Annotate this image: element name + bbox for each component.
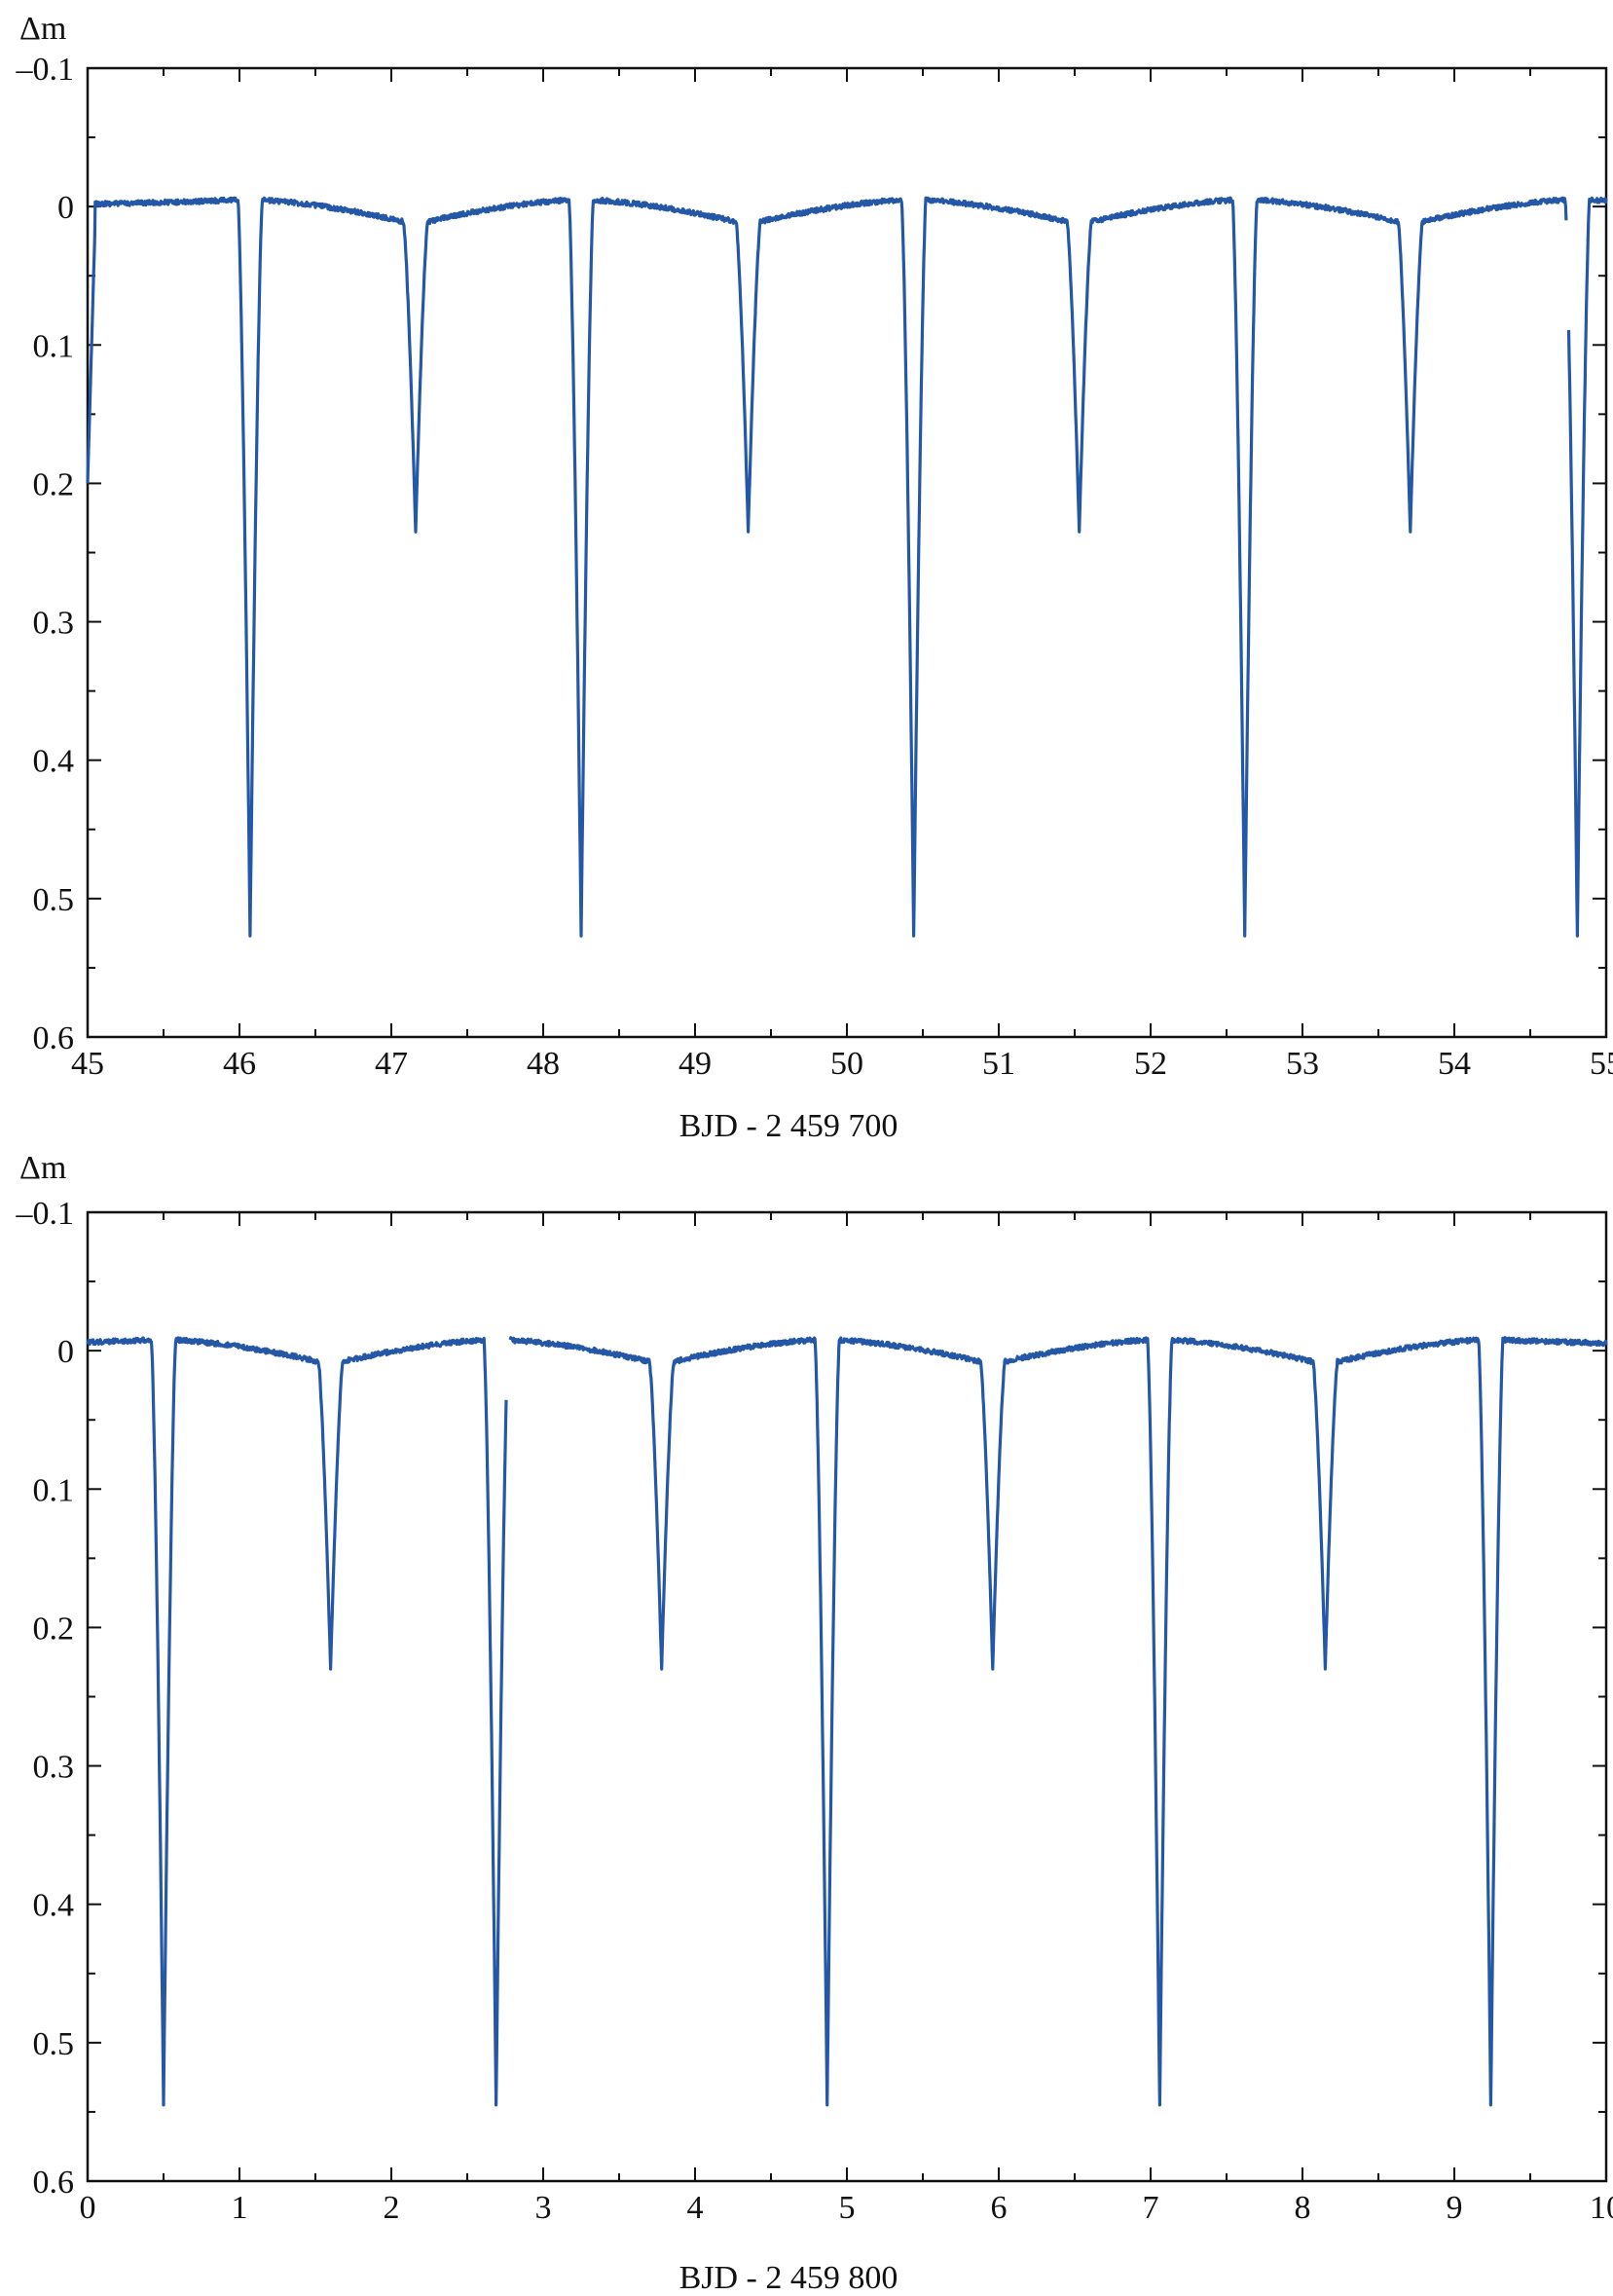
x-axis-title: BJD - 2 459 700 [679,1108,898,1144]
y-tick-label: 0.1 [33,1472,75,1508]
x-tick-label: 54 [1438,1046,1471,1082]
bottom-light-curve-panel: Δm BJD - 2 459 800 0 1 2 3 4 5 6 7 8 9 10 –0.1 0 0.1 0… [16,1150,1613,2296]
x-tick-label: 55 [1590,1046,1613,1082]
x-tick-label: 53 [1286,1046,1319,1082]
y-tick-label: 0.6 [33,1020,75,1056]
x-tick-label: 51 [982,1046,1015,1082]
top-light-curve-panel: Δm BJD - 2 459 700 45 46 47 48 49 50 51 52 53 54 5… [16,11,1613,1144]
x-tick-label: 46 [223,1046,256,1082]
y-tick-label: –0.1 [16,1196,75,1232]
y-axis-label: Δm [19,1150,66,1186]
y-tick-label: 0 [57,1334,74,1370]
x-tick-label: 6 [991,2190,1008,2226]
y-tick-label: 0.3 [33,606,75,642]
y-tick-label: 0.2 [33,466,75,502]
y-tick-label: 0.2 [33,1611,75,1647]
y-tick-label: 0.5 [33,882,75,918]
y-tick-label: 0.1 [33,328,75,364]
x-tick-label: 47 [375,1046,408,1082]
light-curve-series [86,196,1608,938]
x-tick-label: 8 [1295,2190,1311,2226]
x-tick-label: 49 [678,1046,712,1082]
x-tick-label: 0 [80,2190,96,2226]
y-tick-label: 0.5 [33,2026,75,2062]
x-tick-label: 1 [232,2190,248,2226]
y-tick-label: 0.6 [33,2165,75,2201]
x-tick-label: 9 [1447,2190,1463,2226]
x-tick-label: 7 [1143,2190,1159,2226]
y-tick-label: 0 [57,190,74,226]
x-tick-label: 10 [1590,2190,1613,2226]
x-tick-label: 45 [71,1046,104,1082]
y-axis-label: Δm [19,11,66,47]
plot-frame [86,1210,1608,2183]
y-tick-label: –0.1 [16,52,75,88]
x-tick-label: 2 [384,2190,400,2226]
x-tick-label: 50 [830,1046,863,1082]
y-tick-label: 0.3 [33,1750,75,1786]
x-tick-label: 4 [687,2190,704,2226]
y-tick-label: 0.4 [33,744,75,780]
x-tick-label: 5 [839,2190,856,2226]
x-axis-title: BJD - 2 459 800 [679,2260,898,2296]
x-tick-label: 52 [1134,1046,1167,1082]
x-tick-label: 3 [535,2190,552,2226]
light-curve-series [86,1336,1608,2107]
x-tick-label: 48 [527,1046,560,1082]
plot-frame [86,66,1608,1039]
y-tick-label: 0.4 [33,1888,75,1924]
